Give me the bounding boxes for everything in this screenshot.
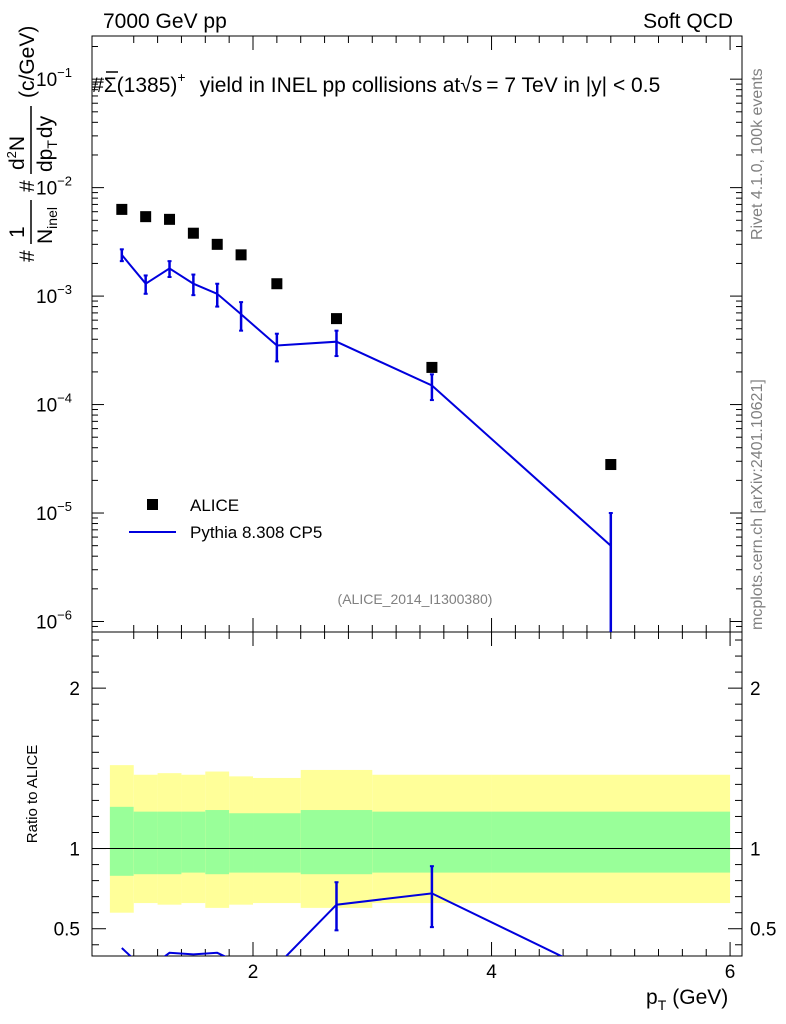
main-y-axis-label: # 1 Ninel # d2N dpTdy (c/GeV) <box>4 26 60 262</box>
svg-text:dpTdy: dpTdy <box>34 115 60 172</box>
ratio-y-tick-label-left: 0.5 <box>54 920 80 941</box>
analysis-id: (ALICE_2014_I1300380) <box>338 591 493 607</box>
legend-alice-marker <box>147 499 158 510</box>
x-tick-label: 2 <box>248 962 259 983</box>
ratio-inner-band <box>181 811 206 873</box>
main-plot-content <box>116 203 617 632</box>
x-tick-label: 4 <box>486 962 497 983</box>
ratio-x-tick-labels: 2 4 6 <box>248 962 736 983</box>
alice-data-point <box>426 361 438 373</box>
alice-data-point <box>140 211 152 223</box>
alice-data-point <box>235 249 247 261</box>
main-y-tick-label: 10−6 <box>36 607 72 633</box>
mcplots-label: mcplots.cern.ch [arXiv:2401.10621] <box>749 379 766 630</box>
alice-data-point <box>164 213 176 225</box>
alice-data-point <box>116 203 128 215</box>
ratio-axis-ticks <box>92 632 742 956</box>
ratio-inner-band <box>157 811 182 875</box>
svg-text:#: # <box>16 180 39 192</box>
ratio-inner-band <box>491 811 731 873</box>
ratio-y-tick-label-right: 1 <box>750 840 761 861</box>
ratio-uncertainty-bands <box>109 765 731 913</box>
ratio-y-tick-label-right: 2 <box>750 679 761 700</box>
alice-data-point <box>330 313 342 325</box>
svg-text:d2N: d2N <box>4 136 29 170</box>
rivet-label: Rivet 4.1.0, 100k events <box>749 68 766 240</box>
ratio-plot-content <box>121 865 564 956</box>
plot-title: #Σ(1385)+ yield in INEL pp collisions at√… <box>92 69 660 97</box>
alice-data-point <box>271 278 283 290</box>
alice-data-point <box>605 459 617 471</box>
main-y-tick-label: 10−4 <box>36 391 72 417</box>
ratio-y-tick-labels: 0.5 0.5 1 1 2 2 <box>54 679 777 941</box>
ratio-plot-frame <box>91 631 743 957</box>
main-y-tick-label: 10−3 <box>36 282 72 308</box>
legend-alice-label: ALICE <box>190 496 239 515</box>
ratio-y-tick-label-right: 0.5 <box>750 920 776 941</box>
ratio-y-tick-label-left: 1 <box>69 840 80 861</box>
category-label: Soft QCD <box>643 10 733 33</box>
svg-text:#: # <box>16 250 39 262</box>
legend-pythia-label: Pythia 8.308 CP5 <box>190 523 322 542</box>
ratio-y-tick-label-left: 2 <box>69 679 80 700</box>
ratio-inner-band <box>300 810 373 875</box>
ratio-inner-band <box>133 811 158 875</box>
main-y-tick-labels: 10−6 10−5 10−4 10−3 10−2 10−1 <box>36 65 72 633</box>
svg-text:(c/GeV): (c/GeV) <box>16 26 39 98</box>
ratio-inner-band <box>109 806 134 876</box>
svg-text:1: 1 <box>6 226 29 238</box>
energy-label: 7000 GeV pp <box>103 10 227 33</box>
main-y-tick-label: 10−1 <box>36 65 72 91</box>
ratio-inner-band <box>229 813 254 873</box>
main-axis-ticks <box>92 36 742 633</box>
x-tick-label: 6 <box>725 962 736 983</box>
x-axis-label: pT (GeV) <box>646 986 728 1013</box>
main-y-tick-label: 10−5 <box>36 499 72 525</box>
ratio-inner-band <box>372 811 492 873</box>
ratio-line <box>121 892 564 956</box>
ratio-y-axis-label: Ratio to ALICE <box>24 745 41 843</box>
svg-text:Ninel: Ninel <box>34 207 60 244</box>
main-plot-frame <box>91 35 743 633</box>
ratio-inner-band <box>205 810 230 875</box>
alice-data-point <box>187 227 199 239</box>
ratio-inner-band <box>253 813 301 873</box>
pythia-line <box>121 254 612 547</box>
main-y-tick-label: 10−2 <box>36 174 72 200</box>
legend: ALICE Pythia 8.308 CP5 <box>129 496 322 542</box>
alice-data-point <box>211 238 223 250</box>
